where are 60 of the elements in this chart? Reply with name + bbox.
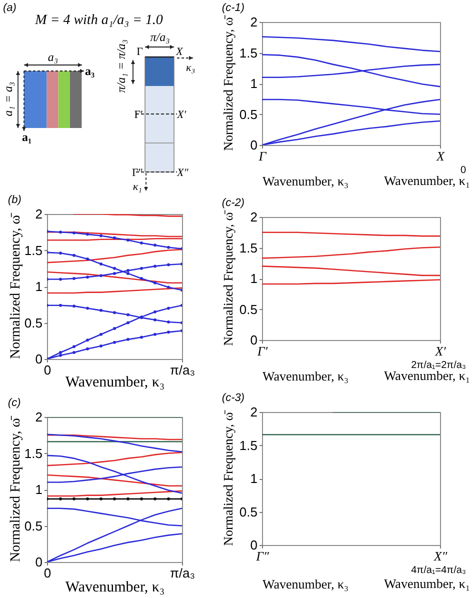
y-tick-label: 1.5: [239, 45, 258, 60]
y-axis-title: Normalized Frequency, ω̄: [220, 210, 236, 346]
text: Wavenumber, κ₁: [384, 576, 470, 591]
text: X″: [176, 167, 189, 179]
x-axis-title: Wavenumber, κ₃: [262, 174, 349, 188]
y-tick-label: 0.5: [239, 504, 258, 520]
y-axis-title: Normalized Frequency, ω̄: [8, 212, 24, 359]
text: 0: [460, 165, 466, 176]
y-tick-label: 1: [35, 482, 42, 497]
text: a₁: [22, 130, 32, 144]
y-tick-label: 0: [250, 138, 258, 152]
y-tick-label: 1.5: [24, 242, 42, 258]
text: a₃: [48, 50, 58, 64]
y-tick-label: 2: [250, 404, 258, 420]
text: X: [175, 46, 184, 58]
text: κ₁: [132, 181, 142, 193]
x-axis-title: Wavenumber, κ₃: [65, 374, 165, 390]
y-tick-label: 0.5: [24, 518, 42, 534]
text: π/a₃: [150, 30, 170, 44]
y-tick-label: 1.5: [239, 438, 258, 453]
y-tick-label: 1: [35, 279, 42, 294]
y-tick-label: 1: [250, 271, 258, 286]
y-tick-label: 1: [250, 471, 258, 486]
text: Wavenumber, κ₁: [384, 173, 470, 188]
y-axis-title: Normalized Frequency, ω̄: [220, 410, 236, 546]
chart-title: (c-1): [222, 2, 245, 14]
chart-title: (c-2): [222, 197, 245, 209]
x-axis-title: Wavenumber, κ₃: [65, 580, 165, 596]
y-tick-label: 1.5: [24, 446, 42, 461]
y-tick-label: 1: [250, 76, 258, 91]
x-axis-title: Wavenumber, κ₃: [262, 368, 349, 384]
text: Wavenumber, κ₁: [384, 368, 470, 383]
text: π/a₁ = π/a₃: [114, 39, 128, 93]
text: X′: [176, 109, 187, 121]
text: a₃: [85, 64, 95, 78]
text: Γ: [136, 46, 143, 58]
y-axis-title: Normalized Frequency, ω̄: [8, 415, 24, 562]
text: Γ″: [132, 167, 143, 179]
y-tick-label: 2: [250, 14, 258, 30]
x-axis-title: Wavenumber, κ₃: [262, 576, 349, 592]
y-tick-label: 2: [250, 210, 258, 224]
text: 2π/a₁=2π/a₃: [411, 360, 466, 371]
y-tick-label: 0: [250, 332, 258, 348]
y-tick-label: 1.5: [239, 240, 258, 256]
y-tick-label: 2: [35, 410, 42, 424]
chart-title: (c-3): [222, 392, 245, 404]
text: Γ′: [134, 109, 143, 121]
y-tick-label: 0: [250, 538, 258, 552]
y-tick-label: 0.5: [239, 106, 258, 122]
text: a₁ = a₃: [1, 82, 15, 116]
text: 4π/a₁=4π/a₃: [411, 565, 466, 576]
chart-title: (c): [8, 397, 22, 409]
y-tick-label: 2: [35, 206, 42, 222]
y-axis-title: Normalized Frequency, ω̄: [220, 15, 236, 151]
y-tick-label: 0.5: [24, 315, 42, 330]
text: (a): [3, 2, 17, 14]
text: κ₃: [186, 62, 196, 74]
y-tick-label: 0.5: [239, 302, 258, 317]
chart-title: (b): [8, 194, 22, 206]
text: M = 4 with a₁/a₃ = 1.0: [34, 13, 163, 28]
